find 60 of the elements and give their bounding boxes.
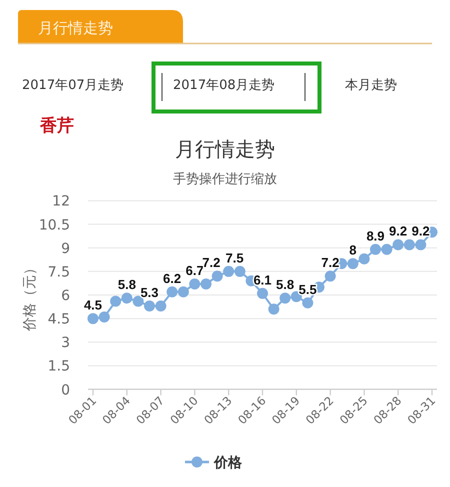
data-label: 8.9: [366, 228, 385, 244]
point: [415, 239, 426, 250]
text: 本月走势: [345, 78, 397, 93]
data-label: 5.8: [118, 277, 136, 292]
chart-title: 月行情走势: [175, 137, 275, 161]
y-tick-label: 4.5: [48, 312, 70, 328]
y-tick-label: 0: [61, 382, 70, 398]
point: [302, 297, 314, 308]
data-label: 4.5: [84, 298, 102, 313]
point: [155, 300, 166, 312]
y-tick-label: 9: [61, 240, 70, 257]
point: [88, 313, 98, 324]
point: [324, 270, 336, 282]
text: 月行情走势: [38, 19, 113, 37]
y-tick-label: 12: [52, 194, 70, 210]
point: [223, 266, 234, 277]
data-label: 6.2: [163, 270, 182, 286]
point: [370, 244, 381, 255]
point: [358, 253, 370, 264]
legend: 价格: [185, 455, 242, 471]
y-tick-label: 10.5: [38, 217, 70, 234]
text: 香芹: [39, 116, 74, 136]
point: [280, 292, 291, 304]
point: [392, 239, 404, 250]
point: [98, 312, 110, 323]
point: [121, 292, 132, 304]
y-tick-label: 1.5: [48, 358, 70, 375]
point: [144, 300, 155, 312]
point: [381, 244, 392, 255]
data-label: 5.8: [276, 277, 294, 292]
data-label: 5.5: [298, 282, 317, 297]
point: [257, 288, 268, 299]
point: [166, 286, 178, 298]
y-tick-label: 7.5: [48, 264, 70, 280]
point: [268, 304, 280, 315]
data-label: 6.7: [186, 263, 204, 278]
y-tick-label: 6: [61, 288, 70, 304]
point: [347, 258, 358, 270]
point: [212, 270, 223, 282]
data-label: 6.1: [253, 272, 272, 288]
data-label: 7.5: [226, 250, 244, 266]
legend-label: 价格: [213, 455, 243, 471]
text: 2017年07月走势: [22, 78, 124, 93]
y-tick-label: 3: [61, 335, 70, 352]
data-label: 7.2: [321, 255, 340, 270]
point: [132, 296, 144, 307]
data-label: 7.2: [202, 255, 220, 270]
point: [234, 266, 246, 277]
text: 2017年08月走势: [173, 78, 275, 93]
point: [200, 278, 212, 290]
data-label: 8: [349, 242, 357, 258]
data-label: 5.3: [140, 285, 159, 300]
data-label: 9.2: [412, 224, 430, 239]
y-axis-title: 价格（元）: [22, 261, 38, 332]
data-label: 9.2: [389, 224, 408, 239]
chart-subtitle: 手势操作进行缩放: [173, 172, 277, 187]
point: [110, 296, 122, 307]
point: [404, 239, 415, 250]
point: [178, 286, 189, 298]
point: [189, 278, 200, 290]
